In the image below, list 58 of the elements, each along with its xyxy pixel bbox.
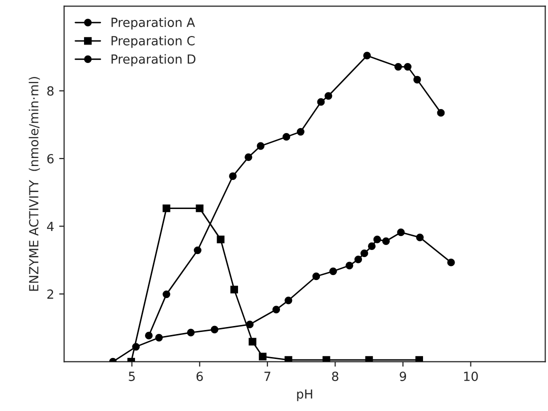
point [404,62,412,71]
point [312,272,320,280]
legend-label: Preparation C [112,36,195,48]
point [354,256,362,264]
point [346,262,354,270]
point [437,109,445,117]
x-tick-label: 7 [264,372,270,381]
point [194,246,202,254]
point [365,356,373,362]
point [272,306,280,314]
point [284,356,292,362]
point [145,332,153,340]
y-tick-label: 6 [47,154,54,164]
point [447,258,455,266]
point [155,334,163,342]
point [322,356,330,362]
point [230,286,238,294]
point [317,98,325,106]
legend-label: Preparation D [112,54,196,66]
point [413,76,421,84]
point [382,237,390,245]
x-tick-label: 6 [196,372,203,382]
point [368,242,376,250]
point [329,267,337,276]
point [210,326,218,334]
point [187,328,195,336]
point [363,52,371,60]
x-tick-label: 5 [128,372,135,382]
point [360,250,368,258]
legend-label: Preparation A [112,17,195,30]
point [416,234,424,242]
x-tick-label: 8 [332,372,338,382]
x-tick-label: 10 [464,372,478,382]
point [248,338,256,346]
point [373,236,382,244]
y-axis-title: ENZYME ACTIVITY (nmole/min·ml) [28,76,40,291]
point [282,133,290,141]
point [229,172,237,180]
y-tick-label: 2 [47,289,54,299]
point [256,142,264,150]
point [296,128,304,136]
point [196,204,204,212]
x-axis-title: pH [297,389,312,402]
point [284,296,292,304]
point [216,236,224,244]
point [415,356,424,362]
point [394,62,402,71]
point [246,320,254,328]
y-tick-label: 4 [47,222,54,231]
point [324,92,332,100]
x-tick-label: 9 [400,372,406,382]
point [258,352,266,360]
point [244,153,252,161]
y-tick-label: 8 [47,86,54,96]
point [132,342,140,351]
point [397,228,405,236]
point [162,290,170,298]
point [162,204,170,212]
